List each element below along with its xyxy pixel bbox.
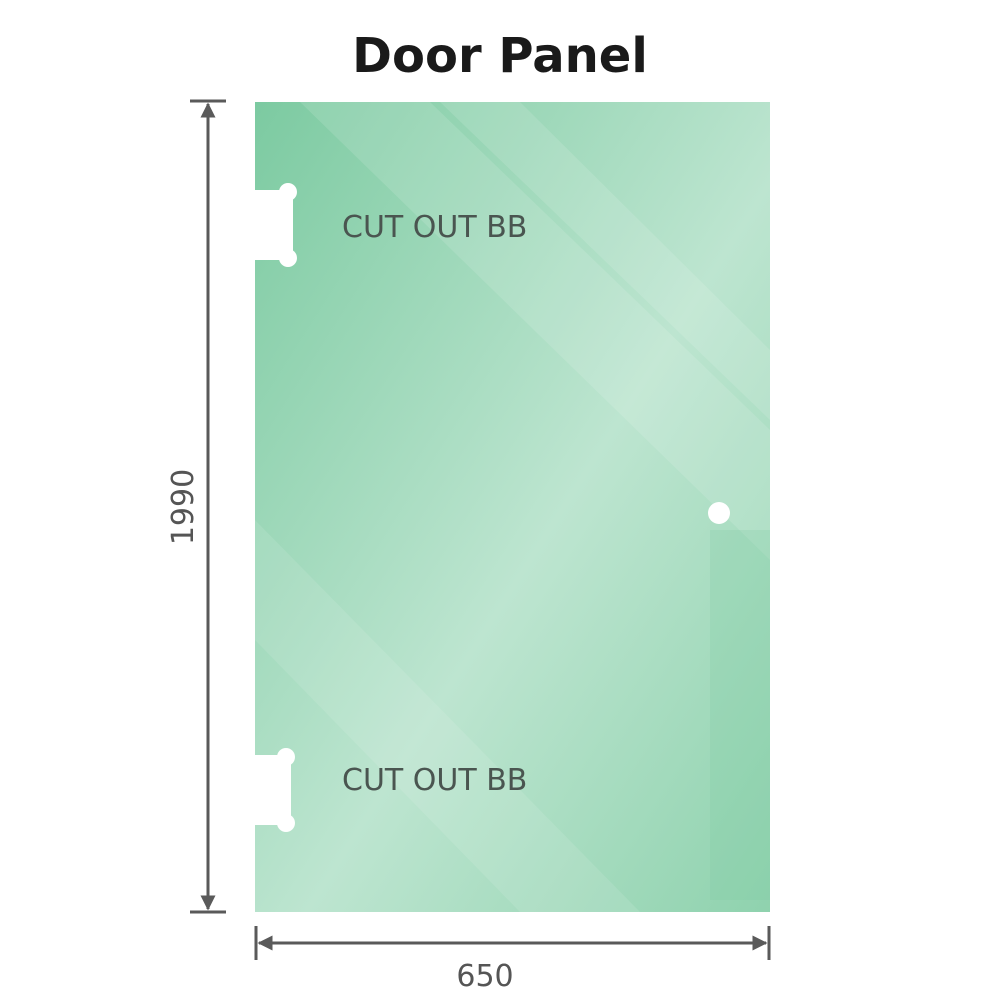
width-dimension: 650: [254, 926, 771, 994]
cutout-bottom-label: CUT OUT BB: [342, 763, 527, 798]
cutout-top-label: CUT OUT BB: [342, 210, 527, 245]
handle-hole: [708, 502, 730, 524]
glass-reflection: [440, 102, 770, 420]
glass-reflection: [255, 520, 640, 912]
diagram-title: Door Panel: [352, 28, 648, 84]
height-dimension: 1990: [166, 99, 226, 914]
width-label: 650: [456, 959, 513, 994]
cutout-bottom: [255, 748, 295, 832]
glass-panel: [255, 102, 770, 912]
height-label: 1990: [166, 469, 201, 545]
glass-reflection: [300, 102, 770, 560]
cutout-top: [255, 183, 297, 267]
